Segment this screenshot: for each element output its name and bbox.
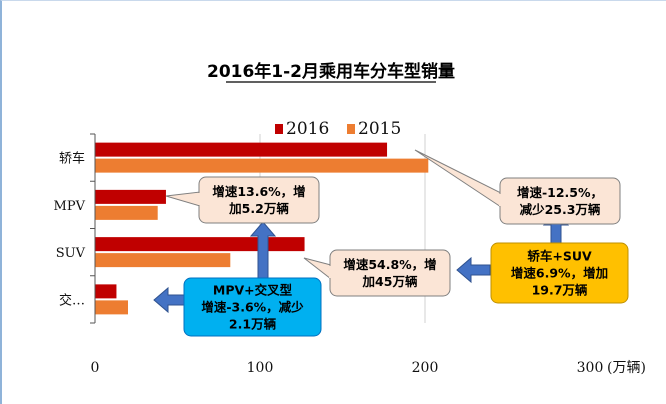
callout-box <box>490 242 629 304</box>
callout-line: 轿车+SUV <box>527 249 592 264</box>
callout-line: 增速-3.6%，减少 <box>201 300 304 315</box>
callout-gold: 轿车+SUV 增速6.9%，增加 19.7万辆 <box>490 242 629 304</box>
callout-line: 增速-12.5%， <box>517 185 603 200</box>
category-label: 交… <box>59 292 85 308</box>
left-arrow <box>456 256 491 284</box>
callout-pointer <box>303 257 332 281</box>
callout-box <box>183 277 322 337</box>
bar-2016 <box>95 142 388 157</box>
x-tick-label: 300 <box>577 360 604 376</box>
chart-title: 2016年1-2月乘用车分车型销量 <box>207 61 455 82</box>
callout-line: 增速13.6%，增 <box>212 184 305 199</box>
callout-line: 增速54.8%，增 <box>343 257 436 272</box>
bar-2015 <box>95 253 231 268</box>
callout-line: 增速6.9%，增加 <box>511 266 608 281</box>
callout-line: 减少25.3万辆 <box>520 202 601 217</box>
callout-pointer <box>165 191 201 207</box>
bar-2015 <box>95 158 429 173</box>
category-label: 轿车 <box>59 151 85 167</box>
category-label: SUV <box>56 246 86 261</box>
bar-2016 <box>95 237 305 252</box>
bar-2015 <box>95 205 158 220</box>
callout-line: MPV+交叉型 <box>213 283 293 298</box>
category-label: MPV <box>54 199 86 214</box>
x-tick-label: 0 <box>91 360 100 376</box>
bars <box>95 142 429 315</box>
x-tick-label: 200 <box>412 360 439 376</box>
bar-2016 <box>95 284 117 299</box>
arrows <box>153 210 570 314</box>
callout-note: 增速13.6%，增加5.2万辆 <box>165 176 320 224</box>
x-unit-label: (万辆) <box>607 360 646 376</box>
callouts: 增速13.6%，增加5.2万辆 增速-12.5%， 减少25.3万辆增速54.8%，… <box>165 149 629 337</box>
callout-line: 加45万辆 <box>362 274 418 289</box>
up-arrow <box>249 221 277 281</box>
bar-2016 <box>95 189 166 204</box>
bar-2015 <box>95 300 128 315</box>
legend-swatch-2015 <box>347 124 355 134</box>
callout-line: 加5.2万辆 <box>228 201 289 216</box>
legend-label-2016: 2016 <box>286 119 329 139</box>
legend-label-2015: 2015 <box>358 119 401 139</box>
callout-line: 19.7万辆 <box>532 283 588 298</box>
x-tick-label: 100 <box>247 360 274 376</box>
left-arrow <box>153 286 187 314</box>
callout-pointer <box>414 149 502 208</box>
callout-note: 增速-12.5%， 减少25.3万辆 <box>414 149 621 225</box>
axes: 轿车 MPV SUV 交… 0 100 200 300 (万辆) <box>54 133 646 376</box>
legend-swatch-2016 <box>275 124 283 134</box>
callout-line: 2.1万辆 <box>229 317 277 332</box>
legend: 2016 2015 <box>275 119 401 139</box>
